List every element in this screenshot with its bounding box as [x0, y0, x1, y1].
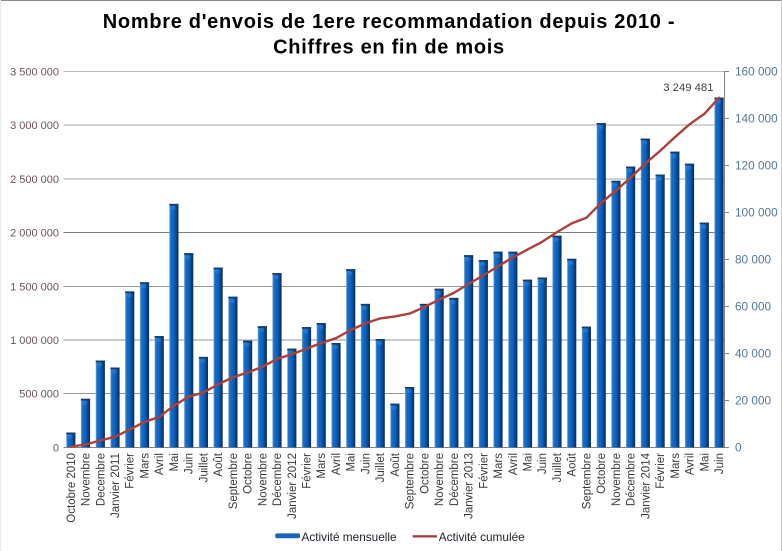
svg-text:Novembre: Novembre	[81, 453, 93, 506]
svg-text:Mai: Mai	[169, 453, 181, 472]
svg-text:Activité mensuelle: Activité mensuelle	[302, 530, 398, 544]
svg-text:2 000 000: 2 000 000	[10, 228, 59, 240]
svg-text:Août: Août	[567, 452, 579, 476]
svg-text:Novembre: Novembre	[611, 453, 623, 506]
svg-text:Mars: Mars	[670, 453, 682, 479]
svg-text:Février: Février	[302, 453, 314, 489]
svg-text:Avril: Avril	[154, 453, 166, 475]
svg-text:Avril: Avril	[685, 453, 697, 475]
svg-text:Septembre: Septembre	[228, 453, 240, 509]
svg-text:3 249 481: 3 249 481	[663, 82, 713, 94]
svg-text:2 500 000: 2 500 000	[10, 174, 59, 186]
svg-text:Novembre: Novembre	[257, 453, 269, 506]
svg-text:Février: Février	[125, 453, 137, 489]
svg-text:Janvier 2011: Janvier 2011	[110, 453, 122, 518]
svg-text:160 000: 160 000	[735, 65, 778, 79]
svg-text:Decembre: Decembre	[95, 453, 107, 506]
svg-text:Août: Août	[390, 452, 402, 476]
svg-text:Juin: Juin	[360, 453, 372, 474]
svg-text:40 000: 40 000	[735, 346, 772, 360]
svg-text:Juillet: Juillet	[552, 452, 564, 482]
svg-text:500 000: 500 000	[19, 389, 59, 401]
svg-text:Juin: Juin	[714, 453, 726, 474]
svg-text:Chiffres en fin de mois: Chiffres en fin de mois	[273, 37, 505, 59]
svg-text:3 500 000: 3 500 000	[10, 67, 59, 79]
svg-text:Mai: Mai	[699, 453, 711, 472]
svg-text:100 000: 100 000	[735, 206, 778, 220]
svg-text:Juillet: Juillet	[375, 452, 387, 482]
svg-text:Juin: Juin	[184, 453, 196, 474]
svg-text:Décembre: Décembre	[449, 453, 461, 506]
svg-text:140 000: 140 000	[735, 112, 778, 126]
svg-text:Février: Février	[655, 453, 667, 489]
svg-text:Août: Août	[213, 452, 225, 476]
svg-text:Septembre: Septembre	[405, 453, 417, 509]
svg-text:Octobre: Octobre	[419, 453, 431, 494]
svg-text:60 000: 60 000	[735, 299, 772, 313]
svg-text:Mars: Mars	[316, 453, 328, 479]
svg-text:Décembre: Décembre	[272, 453, 284, 506]
svg-text:0: 0	[53, 442, 59, 454]
svg-text:Janvier 2012: Janvier 2012	[287, 453, 299, 519]
svg-text:120 000: 120 000	[735, 159, 778, 173]
svg-text:Janvier 2013: Janvier 2013	[464, 453, 476, 519]
svg-text:Avril: Avril	[331, 453, 343, 475]
svg-text:0: 0	[735, 440, 742, 454]
svg-text:80 000: 80 000	[735, 252, 772, 266]
svg-text:Mars: Mars	[493, 453, 505, 479]
svg-text:Octobre 2010: Octobre 2010	[66, 453, 78, 523]
svg-text:Juillet: Juillet	[198, 452, 210, 482]
svg-text:Décembre: Décembre	[626, 453, 638, 506]
svg-text:Janvier 2014: Janvier 2014	[640, 452, 652, 518]
svg-text:3 000 000: 3 000 000	[10, 120, 59, 132]
svg-text:Avril: Avril	[508, 453, 520, 475]
svg-text:Mars: Mars	[140, 453, 152, 479]
svg-text:Activité cumulée: Activité cumulée	[439, 530, 525, 544]
svg-text:Juin: Juin	[537, 453, 549, 474]
svg-text:Mai: Mai	[523, 453, 535, 472]
svg-text:Novembre: Novembre	[434, 453, 446, 506]
svg-text:20 000: 20 000	[735, 393, 772, 407]
svg-text:Octobre: Octobre	[243, 453, 255, 494]
svg-text:1 500 000: 1 500 000	[10, 281, 59, 293]
svg-text:Nombre d'envois de 1ere recomm: Nombre d'envois de 1ere recommandation d…	[103, 11, 675, 33]
svg-text:Octobre: Octobre	[596, 453, 608, 494]
svg-text:Février: Février	[478, 453, 490, 489]
svg-text:1 000 000: 1 000 000	[10, 335, 59, 347]
svg-text:Mai: Mai	[346, 453, 358, 472]
svg-text:Septembre: Septembre	[581, 453, 593, 509]
